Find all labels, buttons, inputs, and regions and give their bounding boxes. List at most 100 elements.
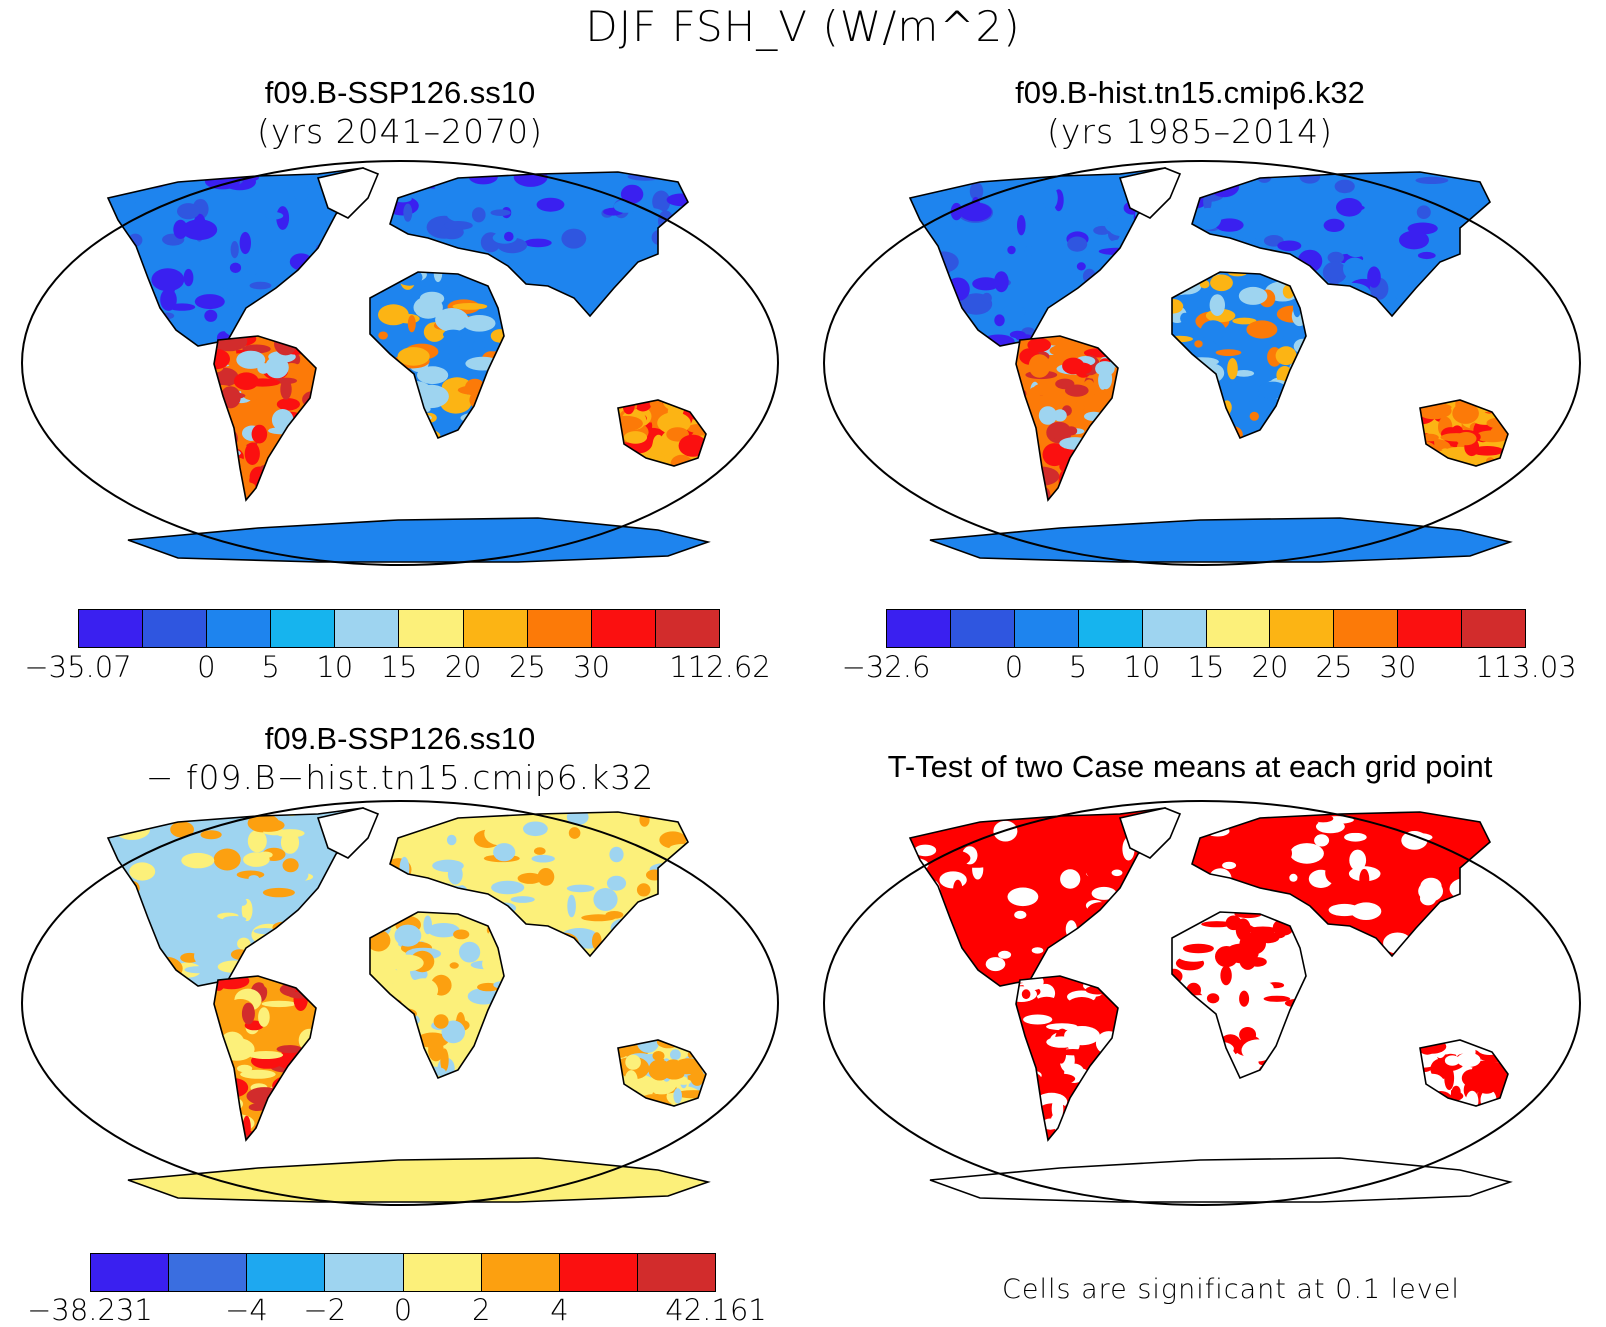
colorbar-tick-label: 0 <box>1004 650 1024 684</box>
land-antarctica <box>930 1158 1510 1202</box>
coastline-antarctica <box>127 517 711 563</box>
panel-3-title-block: f09.B-SSP126.ss10 − f09.B−hist.tn15.cmip… <box>10 720 790 798</box>
coastline-northAmerica <box>908 807 1171 987</box>
colorbar-cell <box>247 1254 326 1291</box>
coastline-africa <box>1171 911 1307 1080</box>
colorbar-tick-label: 0 <box>393 1293 413 1327</box>
colorbar-tick-label: 25 <box>508 650 546 684</box>
coastline-southAmerica <box>213 335 317 502</box>
panel-3-map <box>18 798 783 1208</box>
colorbar-tick-label: 5 <box>1068 650 1088 684</box>
colorbar-cell <box>79 610 144 647</box>
coastline-eurasia <box>1191 811 1491 958</box>
land-africa <box>370 272 504 438</box>
coastline-greenland <box>316 167 380 219</box>
land-africa <box>370 912 504 1078</box>
land-antarctica <box>128 518 708 562</box>
panel-2-map <box>820 158 1585 568</box>
panel-2-colorbar <box>886 609 1526 648</box>
land-antarctica <box>128 1158 708 1202</box>
colorbar-cell <box>887 610 951 647</box>
panel-1-title-block: f09.B-SSP126.ss10 (yrs 2041–2070) <box>10 74 790 152</box>
colorbar-tick-label: 15 <box>380 650 418 684</box>
colorbar-tick-label: −35.07 <box>24 650 132 684</box>
colorbar-tick-label: −2 <box>303 1293 347 1327</box>
colorbar-cell <box>1334 610 1399 647</box>
coastline-greenland <box>316 807 380 859</box>
colorbar-cell <box>335 610 400 647</box>
colorbar-tick-label: 0 <box>197 650 216 684</box>
panel-1-subtitle: (yrs 2041–2070) <box>257 112 543 151</box>
colorbar-cell <box>1398 610 1463 647</box>
coastline-greenland <box>1118 807 1182 859</box>
colorbar-cell <box>463 610 528 647</box>
land-greenland <box>1120 808 1180 858</box>
coastline-africa <box>1171 271 1307 440</box>
coastline-antarctica <box>127 1157 711 1203</box>
colorbar-cell <box>481 1254 560 1291</box>
panel-1-colorbar-cells <box>78 609 720 648</box>
colorbar-tick-label: 113.03 <box>1475 650 1577 684</box>
panel-2-colorbar-cells <box>886 609 1526 648</box>
land-greenland <box>1120 168 1180 218</box>
colorbar-tick-label: 30 <box>1379 650 1417 684</box>
panel-2-colorbar-ticks: −32.6 0 5 10 15 20 25 30 113.03 <box>842 650 1577 690</box>
land-australia <box>618 400 706 466</box>
colorbar-tick-label: −32.6 <box>841 650 931 684</box>
coastline-antarctica <box>929 517 1513 563</box>
colorbar-cell <box>559 1254 638 1291</box>
coastline-africa <box>369 911 505 1080</box>
coastline-northAmerica <box>908 167 1171 347</box>
land-australia <box>1420 1040 1508 1106</box>
figure-title: DJF FSH_V (W/m^2) <box>585 2 1021 51</box>
panel-1-title: f09.B-SSP126.ss10 <box>264 75 536 110</box>
panel-2-title: f09.B-hist.tn15.cmip6.k32 <box>1015 75 1365 110</box>
colorbar-tick-label: 20 <box>444 650 482 684</box>
map-projection-border <box>21 800 779 1206</box>
land-southAmerica <box>214 976 316 1140</box>
panel-3-colorbar-cells <box>90 1253 716 1292</box>
coastline-eurasia <box>1191 171 1491 318</box>
coastline-australia <box>617 399 707 467</box>
panel-4-map <box>820 798 1585 1208</box>
panel-1-map <box>18 158 783 568</box>
coastline-southAmerica <box>1015 975 1119 1142</box>
colorbar-cell <box>399 610 464 647</box>
colorbar-cell <box>1206 610 1271 647</box>
colorbar-cell <box>950 610 1015 647</box>
panel-3-title: f09.B-SSP126.ss10 <box>264 721 536 756</box>
coastline-eurasia <box>389 171 689 318</box>
colorbar-cell <box>143 610 208 647</box>
colorbar-tick-label: 10 <box>1123 650 1161 684</box>
coastline-greenland <box>1118 167 1182 219</box>
coastline-australia <box>1419 399 1509 467</box>
colorbar-cell <box>527 610 592 647</box>
colorbar-cell <box>1078 610 1143 647</box>
colorbar-cell <box>403 1254 482 1291</box>
colorbar-tick-label: −38.231 <box>27 1293 153 1327</box>
coastline-southAmerica <box>1015 335 1119 502</box>
land-southAmerica <box>1016 976 1118 1140</box>
land-greenland <box>318 808 378 858</box>
colorbar-tick-label: 25 <box>1315 650 1353 684</box>
panel-4-note: Cells are significant at 0.1 level <box>1002 1274 1460 1305</box>
coastline-northAmerica <box>106 167 369 347</box>
colorbar-tick-label: 4 <box>550 1293 569 1327</box>
panel-4-title: T-Test of two Case means at each grid po… <box>887 749 1493 784</box>
panel-4-title-block: T-Test of two Case means at each grid po… <box>800 748 1580 786</box>
colorbar-tick-label: 2 <box>472 1293 491 1327</box>
coastline-australia <box>617 1039 707 1107</box>
colorbar-tick-label: −4 <box>225 1293 268 1327</box>
colorbar-cell <box>1014 610 1079 647</box>
land-southAmerica <box>1016 336 1118 500</box>
land-antarctica <box>930 518 1510 562</box>
map-projection-border <box>823 160 1581 566</box>
colorbar-cell <box>1462 610 1526 647</box>
map-projection-border <box>21 160 779 566</box>
coastline-southAmerica <box>213 975 317 1142</box>
colorbar-cell <box>91 1254 170 1291</box>
colorbar-tick-label: 20 <box>1251 650 1289 684</box>
map-projection-border <box>823 800 1581 1206</box>
coastline-eurasia <box>389 811 689 958</box>
colorbar-tick-label: 5 <box>261 650 280 684</box>
